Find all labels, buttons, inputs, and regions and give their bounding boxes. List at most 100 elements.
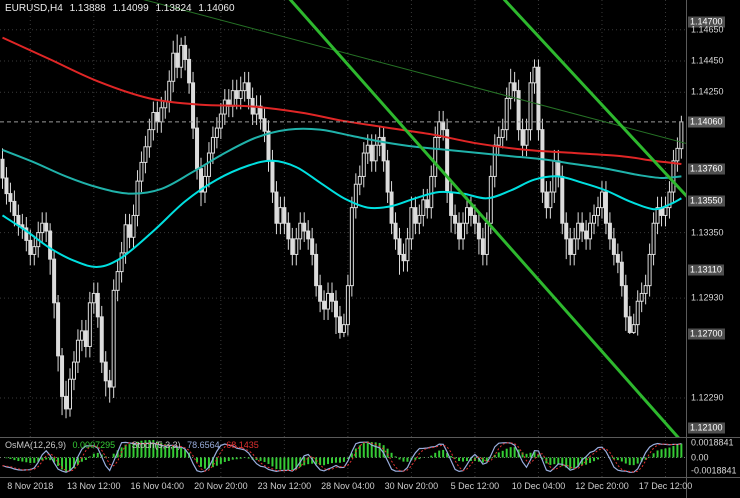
- candle-body: [326, 292, 331, 310]
- candle-body: [210, 136, 215, 154]
- candle-body: [393, 222, 398, 240]
- candle-body: [607, 222, 612, 240]
- price-axis[interactable]: 1.14700 1.14650 1.14450 1.14250 1.14060 1.137…: [687, 0, 740, 498]
- candle-body: [32, 246, 37, 255]
- candle-body: [429, 175, 434, 209]
- candle-body: [206, 152, 211, 177]
- candle-body: [453, 214, 458, 224]
- candle-body: [199, 168, 203, 193]
- candle-body: [270, 160, 275, 193]
- candle-body: [318, 285, 323, 302]
- candle-body: [333, 300, 338, 318]
- candle-body: [330, 292, 335, 302]
- time-axis-label: 5 Dec 12:00: [450, 481, 500, 491]
- candle-body: [163, 101, 168, 109]
- candle-body: [278, 207, 283, 224]
- candle-body: [603, 191, 608, 224]
- time-axis-label: 23 Nov 12:00: [257, 481, 312, 491]
- candle-body: [71, 361, 76, 380]
- time-axis-label: 16 Nov 04:00: [130, 481, 185, 491]
- candle-body: [536, 66, 541, 131]
- candle-body: [79, 330, 84, 341]
- candle-body: [369, 144, 374, 162]
- candle-body: [91, 292, 96, 304]
- candle-body: [655, 207, 660, 224]
- candle-body: [159, 107, 164, 123]
- candle-body: [488, 175, 493, 224]
- candle-body: [528, 82, 533, 131]
- quote-low: 1.13824: [155, 3, 192, 14]
- price-axis-label: 1.14700: [688, 16, 725, 28]
- candle-body: [464, 207, 469, 224]
- candle-body: [127, 224, 132, 238]
- candle-body: [492, 144, 497, 177]
- candle-body: [314, 253, 319, 287]
- candle-body: [667, 191, 672, 209]
- indicator-labels: OsMA(12,26,9) 0.0007295 Stoch(5,3,3) 78.…: [5, 440, 259, 450]
- candle-body: [433, 136, 438, 177]
- candle-body: [95, 292, 100, 318]
- trendline-channel-upper[interactable]: [340, 0, 740, 375]
- candle-body: [306, 230, 311, 240]
- candle-body: [56, 302, 61, 357]
- candle-body: [258, 105, 263, 120]
- symbol-timeframe-label: EURUSD,H4: [5, 3, 63, 14]
- candle-body: [345, 285, 350, 326]
- candle-body: [242, 82, 247, 92]
- candle-body: [639, 292, 644, 302]
- candle-body: [611, 238, 616, 255]
- candle-body: [643, 285, 648, 294]
- candle-body: [60, 355, 65, 397]
- candle-body: [548, 191, 553, 209]
- candle-body: [631, 324, 636, 333]
- candle-body: [679, 121, 684, 150]
- candle-body: [202, 175, 207, 193]
- candle-body: [500, 129, 505, 138]
- candle-body: [107, 380, 112, 388]
- candle-body: [266, 130, 271, 162]
- candle-body: [663, 207, 668, 216]
- candle-body: [385, 160, 390, 193]
- candle-body: [28, 239, 33, 255]
- indicator-axis-label: 0.0018841: [691, 437, 734, 448]
- candle-body: [0, 158, 5, 179]
- candle-body: [389, 191, 394, 224]
- candle-body: [461, 222, 466, 240]
- candle-body: [119, 252, 124, 273]
- candle-body: [143, 146, 148, 163]
- time-axis-label: 12 Dec 20:00: [575, 481, 629, 491]
- stoch-k-line: [2, 441, 682, 473]
- price-axis-label: 1.14250: [691, 86, 724, 97]
- current-price-label: 1.14060: [688, 116, 725, 128]
- candle-body: [588, 222, 593, 240]
- candle-body: [222, 99, 227, 115]
- time-axis[interactable]: 8 Nov 2018 13 Nov 12:00 16 Nov 04:00 20 Nov…: [0, 479, 692, 498]
- candle-body: [286, 222, 291, 240]
- candle-body: [111, 289, 116, 388]
- candle-body: [576, 222, 581, 240]
- time-axis-label: 10 Dec 04:00: [511, 481, 566, 491]
- price-axis-label: 1.12290: [691, 392, 724, 403]
- candle-body: [441, 121, 446, 131]
- candle-body: [596, 207, 600, 216]
- candle-body: [322, 300, 327, 310]
- candle-body: [472, 214, 477, 224]
- candle-body: [381, 136, 386, 162]
- candle-body: [44, 222, 49, 232]
- candle-body: [131, 214, 136, 238]
- price-axis-label: 1.12100: [688, 422, 725, 434]
- candle-body: [103, 361, 108, 382]
- candle-body: [599, 191, 604, 209]
- trendline-aux[interactable]: [0, 0, 740, 278]
- candle-body: [151, 111, 156, 131]
- candle-body: [520, 129, 525, 146]
- candle-body: [234, 90, 239, 99]
- price-axis-label: 1.12930: [691, 292, 724, 303]
- candle-body: [413, 207, 418, 224]
- candle-body: [580, 222, 585, 232]
- candle-body: [195, 127, 200, 170]
